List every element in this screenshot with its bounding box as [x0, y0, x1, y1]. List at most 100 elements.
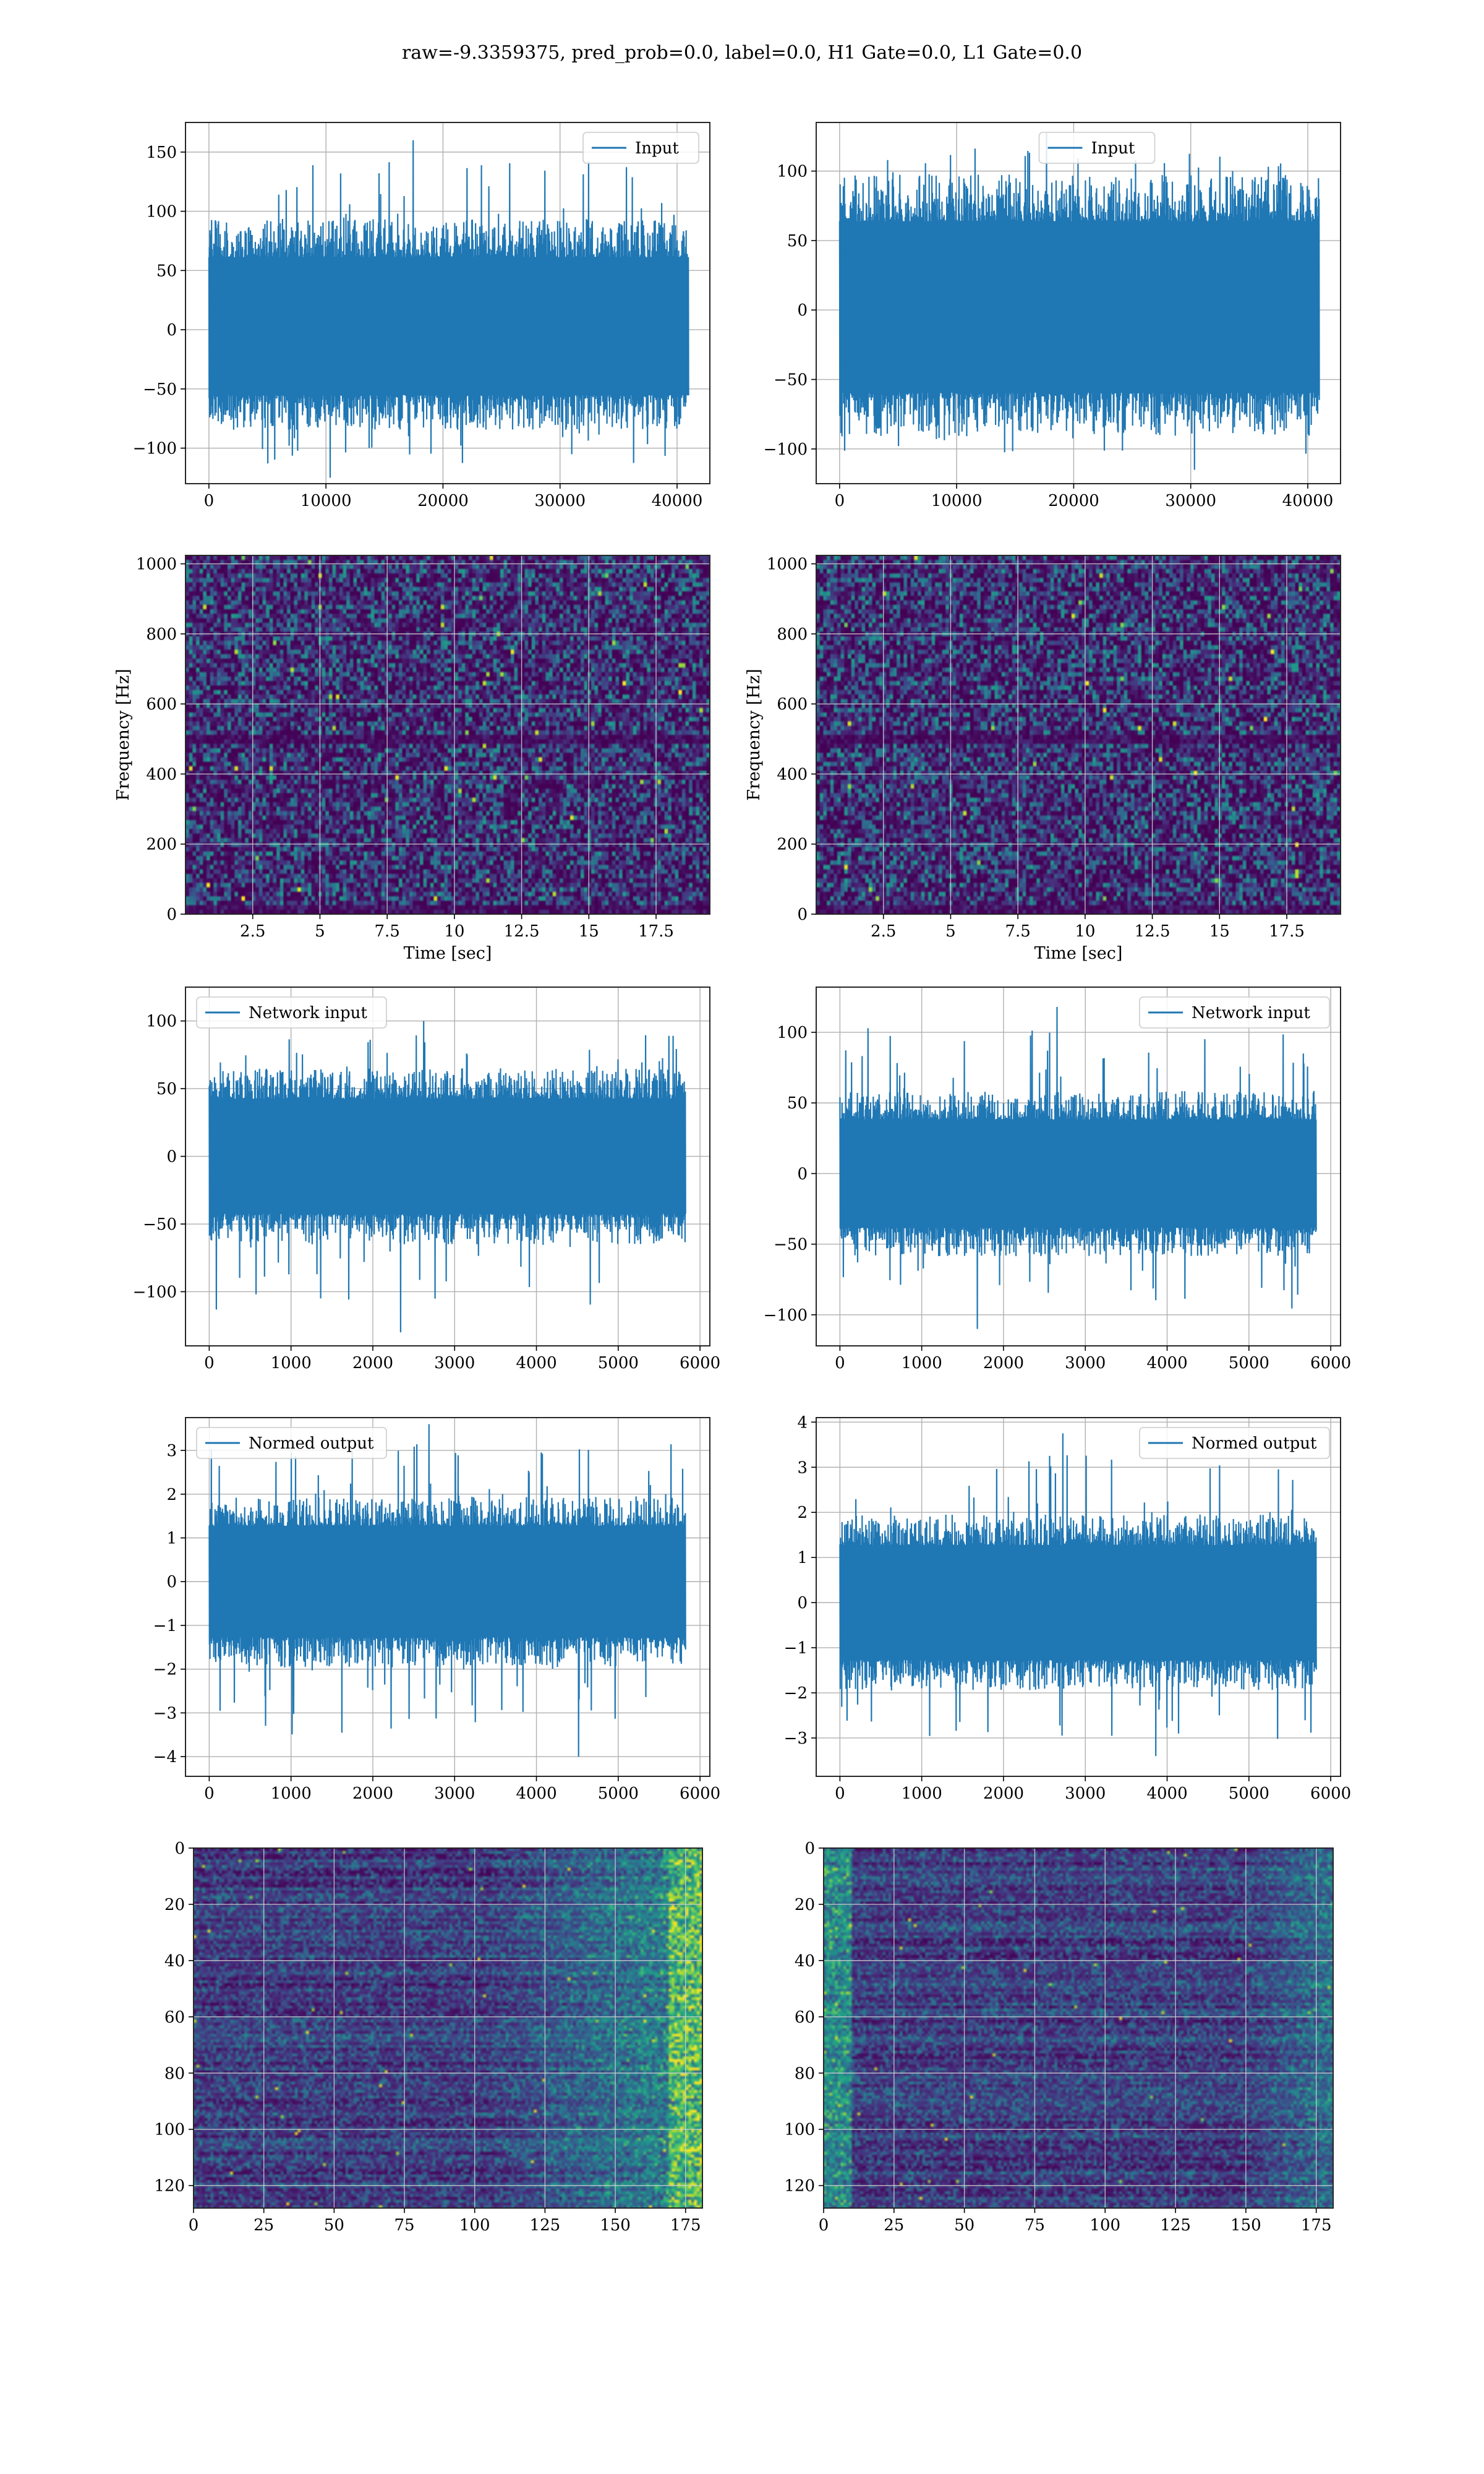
y-tick-label: −100: [133, 440, 177, 458]
x-tick-label: 1000: [271, 1354, 312, 1372]
x-tick-label: 3000: [1065, 1784, 1106, 1803]
y-tick-label: −50: [774, 371, 808, 390]
x-tick-label: 175: [670, 2216, 701, 2235]
x-tick-label: 0: [835, 1354, 845, 1372]
y-tick-label: 2: [166, 1486, 177, 1504]
x-tick-label: 50: [954, 2216, 974, 2235]
x-tick-label: 40000: [1282, 492, 1334, 510]
y-tick-label: 120: [784, 2177, 815, 2196]
series-core: [209, 1119, 686, 1194]
y-tick-label: 1: [797, 1549, 808, 1567]
y-tick-label: 1000: [136, 555, 177, 574]
x-tick-label: 17.5: [1269, 922, 1305, 941]
y-tick-label: 50: [787, 232, 808, 250]
y-tick-label: 120: [154, 2177, 185, 2196]
heatmap-image: [194, 1848, 702, 2208]
x-tick-label: 0: [819, 2216, 829, 2235]
x-tick-label: 10: [1075, 922, 1095, 941]
y-tick-label: 40: [795, 1952, 815, 1971]
x-tick-label: 5: [945, 922, 956, 941]
y-tick-label: 800: [146, 625, 177, 644]
x-tick-label: 12.5: [1135, 922, 1171, 941]
x-tick-label: 3000: [1065, 1354, 1106, 1372]
chart-input-left: 0 10000 20000 30000 40000 −100 −50 0 50 100 150 Inp…: [133, 122, 710, 510]
x-tick-label: 5000: [1229, 1784, 1269, 1803]
x-tick-label: 6000: [680, 1784, 720, 1803]
y-tick-label: −3: [153, 1704, 177, 1723]
series-core: [840, 1138, 1316, 1209]
axes-frame: [816, 987, 1341, 1346]
x-tick-label: 4000: [516, 1784, 556, 1803]
x-tick-label: 30000: [534, 492, 586, 510]
y-tick-label: 600: [146, 695, 177, 714]
legend: Normed output: [196, 1427, 387, 1459]
axes-frame: [185, 1417, 710, 1777]
y-tick-label: 600: [777, 695, 808, 714]
x-tick-label: 150: [600, 2216, 631, 2235]
axes-frame: [816, 1417, 1341, 1777]
y-tick-label: 100: [777, 163, 808, 181]
x-tick-label: 10000: [931, 492, 983, 510]
y-tick-label: 150: [146, 143, 177, 162]
x-axis-label: Time [sec]: [404, 944, 492, 963]
axes-frame: [185, 555, 710, 915]
x-tick-label: 40000: [652, 492, 703, 510]
y-tick-label: 100: [154, 2121, 185, 2139]
y-axis-label: Frequency [Hz]: [744, 669, 764, 800]
y-tick-label: 2: [797, 1504, 808, 1522]
x-tick-label: 2000: [352, 1784, 393, 1803]
x-tick-label: 0: [204, 1784, 215, 1803]
y-tick-label: 200: [146, 836, 177, 854]
x-tick-label: 0: [204, 1354, 215, 1372]
legend-label: Input: [1091, 139, 1135, 158]
x-tick-label: 3000: [434, 1784, 475, 1803]
y-tick-label: 0: [166, 1573, 177, 1591]
x-tick-label: 4000: [1146, 1784, 1187, 1803]
axes-frame: [185, 987, 710, 1346]
x-tick-label: 25: [884, 2216, 904, 2235]
y-tick-label: 0: [797, 1165, 808, 1183]
legend-label: Normed output: [1192, 1434, 1317, 1453]
x-tick-label: 15: [1209, 922, 1230, 941]
y-tick-label: 400: [777, 765, 808, 784]
x-tick-label: 2000: [983, 1784, 1024, 1803]
y-tick-label: 60: [164, 2008, 185, 2027]
y-tick-label: 0: [166, 905, 177, 924]
y-tick-label: 50: [787, 1094, 808, 1113]
x-tick-label: 1000: [902, 1354, 942, 1372]
y-tick-label: 80: [795, 2065, 815, 2083]
x-tick-label: 2.5: [871, 922, 896, 941]
x-tick-label: 5000: [598, 1354, 639, 1372]
x-tick-label: 17.5: [638, 922, 674, 941]
y-tick-label: 100: [777, 1024, 808, 1042]
x-tick-label: 20000: [417, 492, 469, 510]
x-axis-label: Time [sec]: [1034, 944, 1123, 963]
heatmap-image: [824, 1848, 1333, 2208]
x-tick-label: 100: [1090, 2216, 1120, 2235]
x-tick-label: 175: [1301, 2216, 1332, 2235]
y-tick-label: 50: [156, 1080, 177, 1098]
x-tick-label: 125: [1160, 2216, 1191, 2235]
y-tick-label: 0: [174, 1839, 185, 1858]
y-tick-label: 80: [164, 2065, 185, 2083]
legend-box: [1139, 996, 1330, 1029]
y-tick-label: 20: [164, 1896, 185, 1914]
x-tick-label: 2000: [352, 1354, 393, 1372]
y-tick-label: 200: [777, 836, 808, 854]
legend-box: [1038, 132, 1156, 164]
x-tick-label: 50: [324, 2216, 344, 2235]
legend-box: [582, 132, 699, 164]
y-tick-label: 1: [166, 1530, 177, 1548]
y-tick-label: 100: [146, 1012, 177, 1031]
x-tick-label: 1000: [902, 1784, 942, 1803]
y-tick-label: 0: [797, 905, 808, 924]
chart-normed-output-left: 0 1000 2000 3000 4000 5000 6000 −4 −3 −2 −1 0 1 2 3 Nor…: [153, 1417, 720, 1803]
x-tick-label: 5: [315, 922, 325, 941]
legend-label: Network input: [1192, 1004, 1310, 1022]
x-tick-label: 3000: [434, 1354, 475, 1372]
y-tick-label: −100: [764, 440, 808, 459]
legend: Input: [582, 132, 699, 164]
y-tick-label: −50: [143, 1215, 177, 1234]
y-tick-label: 20: [795, 1896, 815, 1914]
legend-box: [196, 996, 387, 1029]
